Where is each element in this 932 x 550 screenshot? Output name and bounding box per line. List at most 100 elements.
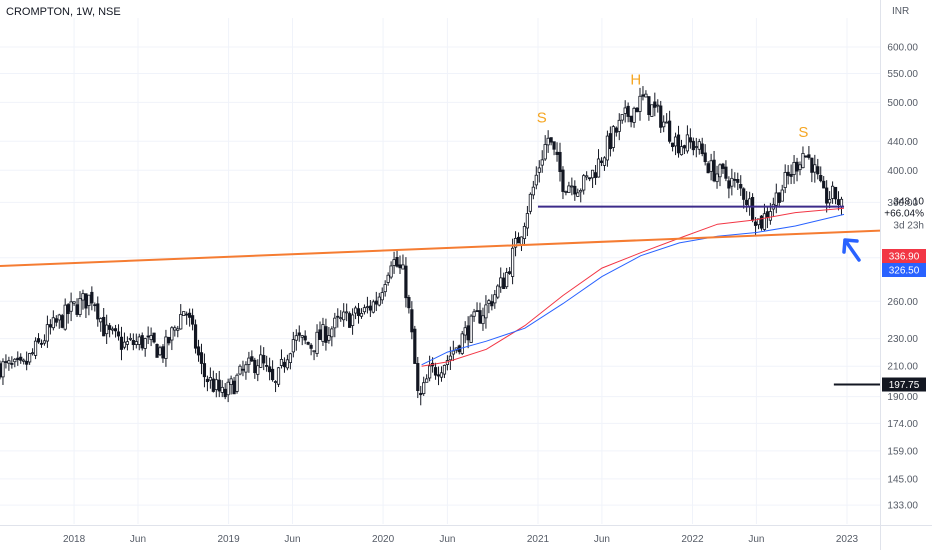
candle-body [706,163,710,174]
candle-body [330,328,334,338]
x-tick-label: 2023 [836,534,859,545]
candle-body [742,188,746,200]
candle-body [312,350,316,353]
candle-body [392,259,396,266]
blue-price-tag: 326.50 [889,266,920,277]
candle-body [54,318,58,323]
change-percent-label: +66.04% [884,209,924,220]
candle-body [691,140,695,151]
candle-body [268,366,272,373]
candle-body [715,173,719,183]
candle-body [608,133,612,150]
red-price-tag-bg [882,249,926,263]
candle-body [285,359,290,369]
candle-body [342,311,346,321]
candle-body [789,173,793,177]
moving-average-blue-line [421,213,845,366]
candle-body [19,356,23,361]
candle-body [822,180,826,189]
candle-body [232,380,236,395]
y-tick-label: 174.00 [887,419,918,430]
candle-body [721,163,725,169]
y-tick-label: 500.00 [887,98,918,109]
candle-body [626,105,630,117]
candle-body [146,335,150,338]
candle-body [481,315,485,325]
candle-body [10,363,14,365]
candle-body [448,355,452,361]
y-tick-label: 550.00 [887,69,918,80]
candle-body [182,311,186,316]
candle-body [410,309,414,333]
candle-body [730,177,734,187]
candle-body [614,127,618,133]
candle-body [306,341,310,345]
candle-body [190,315,195,325]
currency-label: INR [892,6,910,17]
candle-body [353,307,358,314]
candle-body [152,332,156,343]
candle-body [102,316,106,337]
candle-body [635,107,639,113]
candle-body [170,327,174,341]
candle-body [783,172,787,188]
candle-body [466,325,470,341]
candle-body [0,363,2,378]
candle-body [273,381,278,383]
y-tick-label: 133.00 [887,501,918,512]
candle-body [460,333,464,354]
candle-body [724,166,728,179]
candle-body [87,294,91,306]
y-tick-label: 159.00 [887,446,918,457]
candle-body [253,359,257,374]
candle-body [4,361,8,363]
candle-body [780,189,784,202]
candle-body [416,363,420,391]
candle-body [315,331,319,354]
candle-body [428,365,432,379]
candle-body [549,137,553,143]
candle-body [105,324,109,335]
candle-body [540,159,544,166]
candle-body [336,315,340,318]
candle-body [66,304,70,315]
candle-body [593,172,598,178]
candle-body [670,142,675,148]
candle-body [155,343,159,358]
candle-body [413,328,417,364]
candle-body [99,318,103,323]
candle-body [676,134,681,154]
candle-body [525,213,530,229]
candle-body [768,211,772,221]
candle-body [348,313,352,328]
candle-body [733,178,737,181]
candle-body [810,157,814,173]
candle-body [69,301,73,312]
candle-body [718,164,722,178]
candle-body [383,284,387,293]
candle-body [765,211,770,218]
candle-body [318,329,322,340]
candle-body [573,185,577,195]
pattern-label: H [630,72,641,89]
candle-body [599,160,604,163]
x-tick-label: Jun [439,534,455,545]
candle-body [543,144,547,160]
candle-body [697,141,701,150]
candle-body [324,326,328,343]
candle-body [389,265,393,278]
candle-body [13,358,17,363]
candle-body [487,300,491,304]
candle-body [250,356,254,362]
candle-body [712,159,716,182]
candle-body [265,365,269,367]
candle-body [1,361,5,378]
candle-body [629,115,633,123]
candle-body [30,352,35,355]
candle-body [555,151,559,155]
candle-body [570,185,574,188]
candle-body [632,107,636,123]
candle-body [179,314,183,330]
candle-body [682,145,687,149]
